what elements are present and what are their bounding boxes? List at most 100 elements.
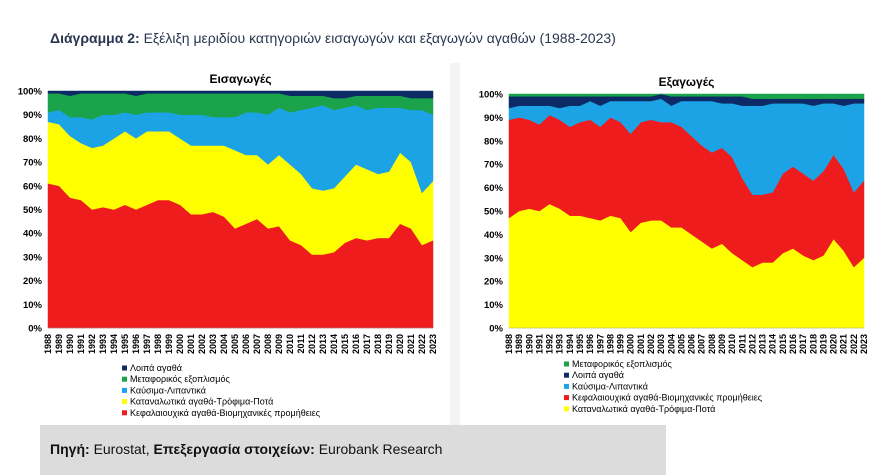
x-tick-label: 2011 xyxy=(296,334,306,354)
x-tick-label: 2021 xyxy=(839,334,849,354)
x-tick-label: 1996 xyxy=(585,334,595,354)
x-tick-label: 1992 xyxy=(87,334,97,354)
x-tick-label: 2006 xyxy=(687,334,697,354)
x-tick-label: 2018 xyxy=(808,334,818,354)
y-tick-label: 40% xyxy=(23,229,43,240)
area-series-4 xyxy=(508,93,865,99)
legend-swatch xyxy=(122,376,127,382)
legend-label: Καύσιμα-Λιπαντικά xyxy=(572,381,648,391)
x-tick-label: 1997 xyxy=(595,334,605,354)
y-tick-label: 70% xyxy=(484,160,504,171)
x-tick-label: 2000 xyxy=(626,334,636,354)
y-tick-label: 50% xyxy=(484,207,504,218)
legend-swatch xyxy=(122,365,127,371)
x-tick-label: 1999 xyxy=(616,334,626,354)
x-tick-label: 1992 xyxy=(545,334,555,354)
y-tick-label: 0% xyxy=(489,324,503,335)
x-tick-label: 2005 xyxy=(230,334,240,354)
y-tick-label: 60% xyxy=(23,181,43,192)
x-tick-label: 1998 xyxy=(605,334,615,354)
legend-label: Μεταφορικός εξοπλισμός xyxy=(572,359,672,369)
x-tick-label: 2003 xyxy=(656,334,666,354)
y-tick-label: 80% xyxy=(23,134,43,145)
x-tick-label: 2010 xyxy=(727,334,737,354)
x-tick-label: 2021 xyxy=(406,334,416,354)
x-tick-label: 2007 xyxy=(252,334,262,354)
y-tick-label: 70% xyxy=(23,158,43,169)
exports-chart-svg: Εξαγωγές 0% 10% 20% 30% 40% 50% 60% 70% 80% 90% 100… xyxy=(479,75,869,414)
x-tick-label: 2002 xyxy=(197,334,207,354)
chart-title: Εξαγωγές xyxy=(659,75,715,89)
x-tick-label: 2023 xyxy=(428,334,438,354)
x-tick-label: 2020 xyxy=(829,334,839,354)
legend-swatch xyxy=(122,410,127,416)
x-tick-label: 2018 xyxy=(373,334,383,354)
x-tick-label: 1990 xyxy=(524,334,534,354)
x-tick-label: 1995 xyxy=(120,334,130,354)
y-tick-label: 20% xyxy=(23,276,43,287)
y-tick-label: 40% xyxy=(484,230,504,241)
y-tick-label: 10% xyxy=(23,300,43,311)
x-tick-label: 2004 xyxy=(666,334,676,354)
processing-value: Eurobank Research xyxy=(318,441,443,457)
x-tick-label: 2008 xyxy=(263,334,273,354)
x-tick-label: 2013 xyxy=(318,334,328,354)
source-box xyxy=(40,425,666,475)
x-tick-label: 2010 xyxy=(285,334,295,354)
y-tick-label: 0% xyxy=(28,324,42,335)
x-tick-label: 1997 xyxy=(142,334,152,354)
y-tick-label: 90% xyxy=(23,110,43,121)
y-tick-label: 80% xyxy=(484,136,504,147)
x-tick-label: 1990 xyxy=(65,334,75,354)
y-tick-label: 10% xyxy=(484,300,504,311)
x-tick-label: 2007 xyxy=(697,334,707,354)
y-tick-label: 90% xyxy=(484,113,504,124)
chart-caption: Διάγραμμα 2: Εξέλιξη μεριδίου κατηγοριών… xyxy=(50,30,616,46)
x-tick-label: 2020 xyxy=(395,334,405,354)
x-tick-label: 2014 xyxy=(329,334,339,354)
x-tick-label: 1993 xyxy=(98,334,108,354)
legend-label: Μεταφορικός εξοπλισμός xyxy=(130,374,230,384)
source-line: Πηγή: Eurostat, Επεξεργασία στοιχείων: E… xyxy=(50,441,442,457)
y-tick-label: 30% xyxy=(23,252,43,263)
x-tick-label: 2012 xyxy=(747,334,757,354)
x-tick-label: 2000 xyxy=(175,334,185,354)
x-tick-label: 2004 xyxy=(219,334,229,354)
x-tick-label: 2012 xyxy=(307,334,317,354)
x-tick-label: 2003 xyxy=(208,334,218,354)
legend-swatch xyxy=(564,383,569,389)
x-tick-label: 2022 xyxy=(417,334,427,354)
x-tick-label: 2002 xyxy=(646,334,656,354)
legend-label: Καταναλωτικά αγαθά-Τρόφιμα-Ποτά xyxy=(572,404,715,414)
x-tick-label: 1996 xyxy=(131,334,141,354)
x-tick-label: 1998 xyxy=(153,334,163,354)
x-tick-label: 1989 xyxy=(514,334,524,354)
x-tick-label: 1999 xyxy=(164,334,174,354)
x-tick-label: 1994 xyxy=(109,334,119,354)
x-tick-label: 1994 xyxy=(565,334,575,354)
x-tick-label: 2019 xyxy=(818,334,828,354)
x-tick-label: 1991 xyxy=(76,334,86,354)
source-value: Eurostat, xyxy=(93,441,150,457)
legend-swatch xyxy=(564,395,569,401)
area-series-4 xyxy=(47,90,434,99)
x-tick-label: 2016 xyxy=(788,334,798,354)
x-tick-label: 2009 xyxy=(717,334,727,354)
x-tick-label: 1991 xyxy=(534,334,544,354)
legend-swatch xyxy=(122,387,127,393)
charts-panel: Εισαγωγές 0% 10% 20% 30% 40% 50% 60% 70% 80% 90% 10… xyxy=(12,63,870,425)
imports-chart-svg: Εισαγωγές 0% 10% 20% 30% 40% 50% 60% 70% 80% 90% 10… xyxy=(18,72,438,418)
x-tick-label: 2001 xyxy=(186,334,196,354)
x-tick-label: 2005 xyxy=(676,334,686,354)
legend-swatch xyxy=(564,372,569,378)
chart-title: Εισαγωγές xyxy=(209,72,271,86)
legend-label: Καταναλωτικά αγαθά-Τρόφιμα-Ποτά xyxy=(130,397,273,407)
x-tick-label: 2011 xyxy=(737,334,747,354)
legend-label: Κεφαλαιουχικά αγαθά-Βιομηχανικές προμήθε… xyxy=(572,393,763,403)
processing-label: Επεξεργασία στοιχείων: xyxy=(153,441,315,457)
x-tick-label: 2013 xyxy=(758,334,768,354)
x-tick-label: 2017 xyxy=(362,334,372,354)
legend-swatch xyxy=(564,361,569,367)
legend-label: Καύσιμα-Λιπαντικά xyxy=(130,385,206,395)
legend-swatch xyxy=(564,406,569,412)
